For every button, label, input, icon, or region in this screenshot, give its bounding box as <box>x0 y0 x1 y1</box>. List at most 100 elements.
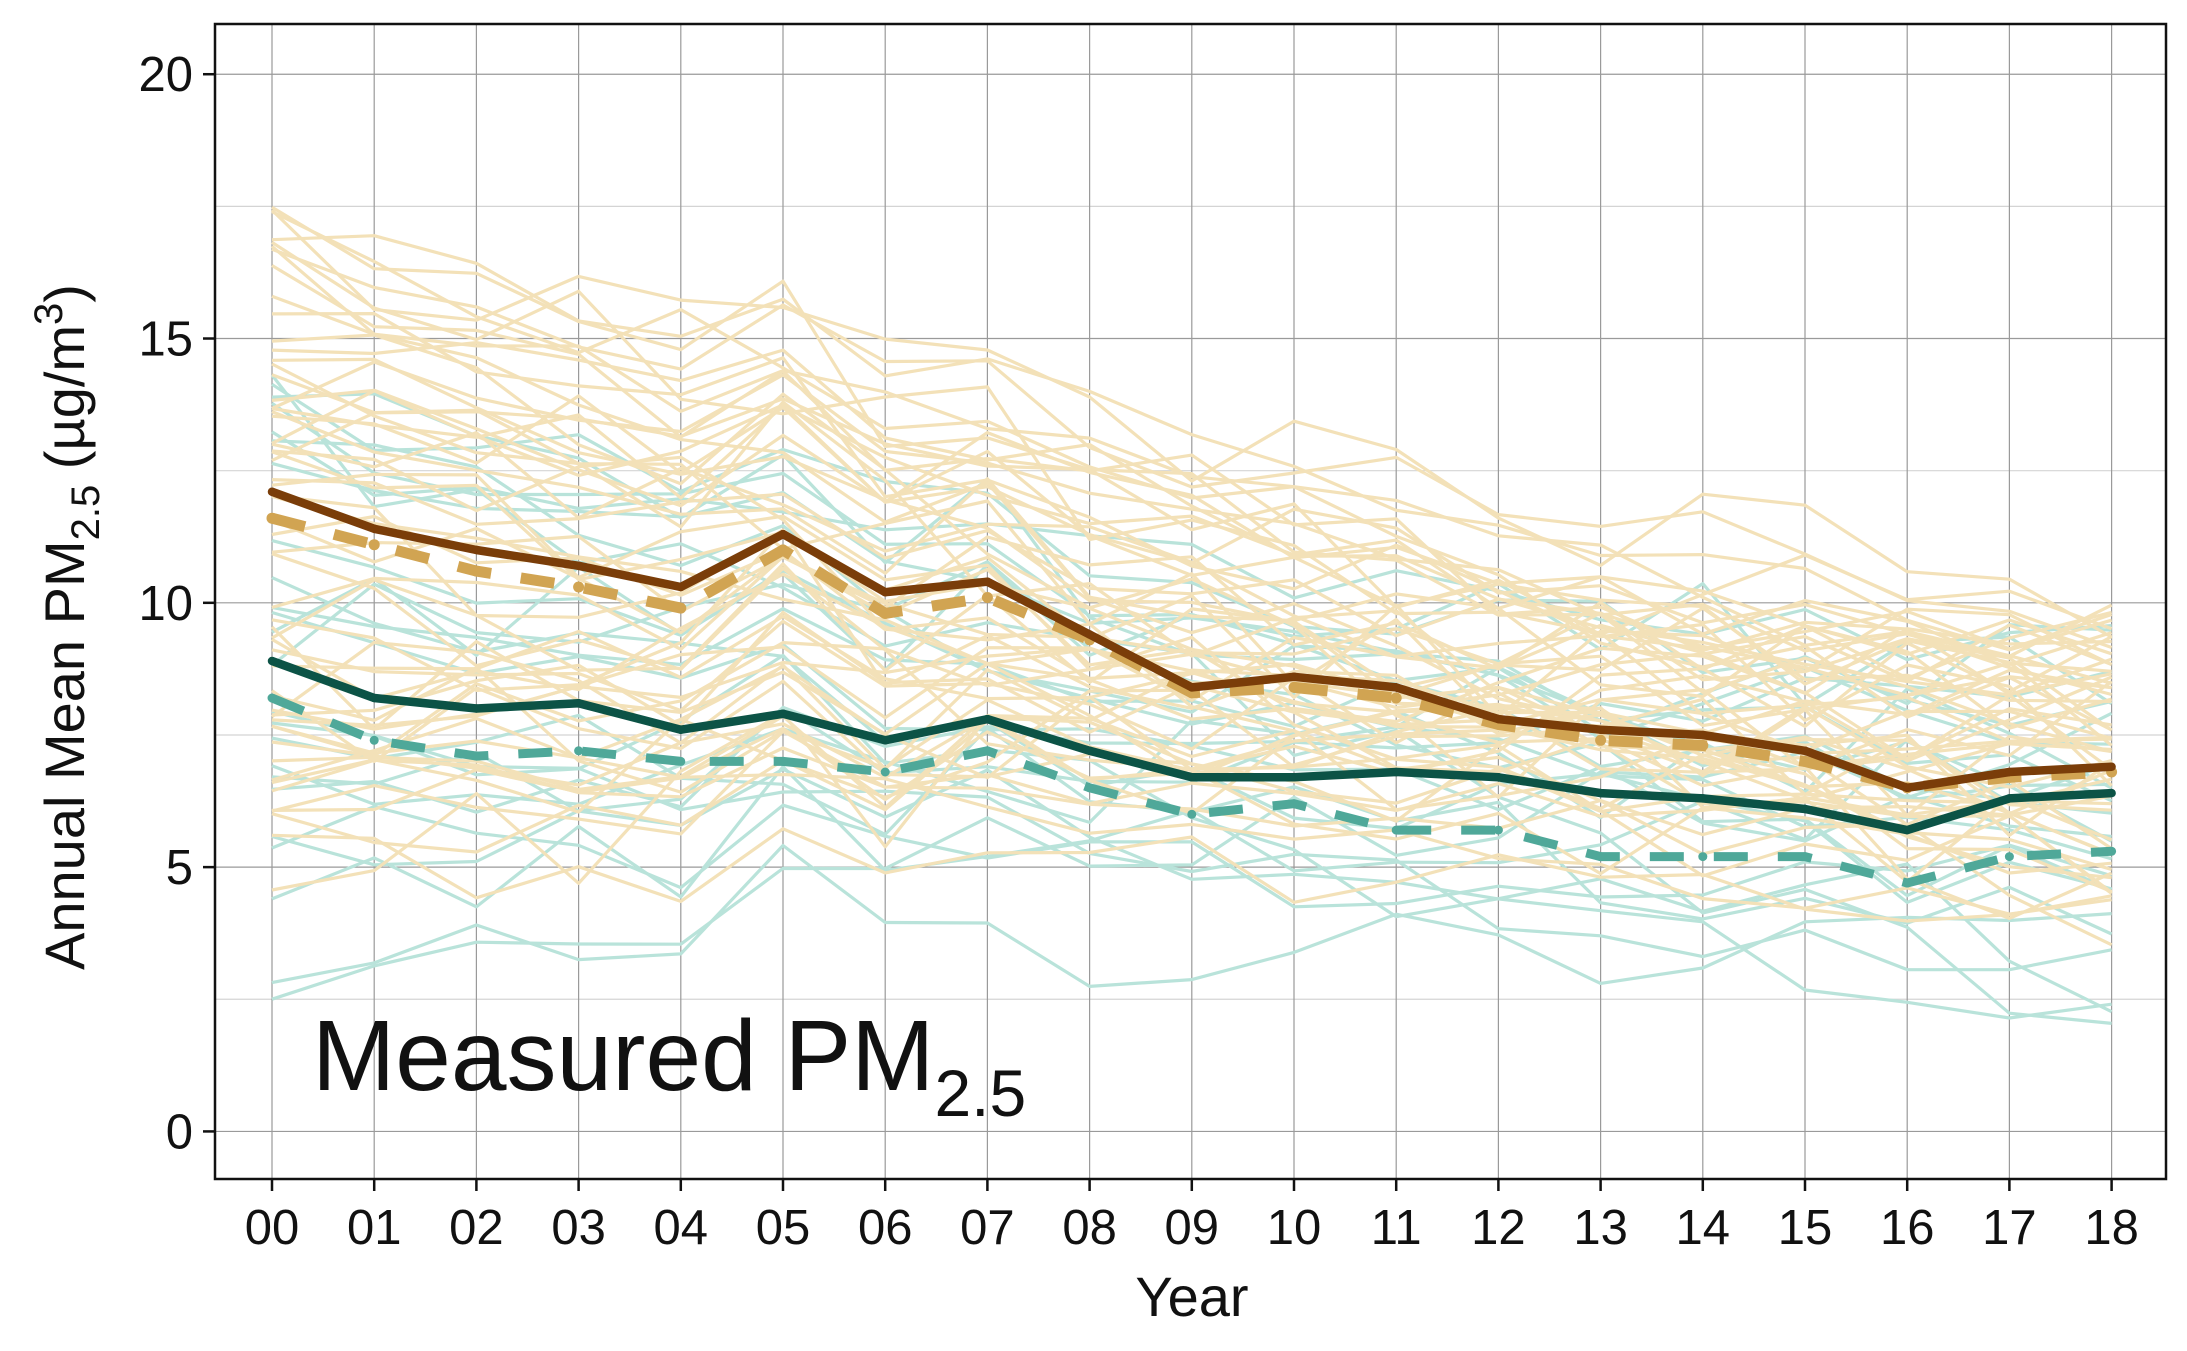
teal-mean-point <box>1391 767 1401 777</box>
teal-dashed-point <box>2004 852 2014 862</box>
measured-pm25-annotation: Measured PM2.5 <box>312 1000 1026 1130</box>
teal-mean-point <box>1085 746 1094 756</box>
brown-mean-point <box>1289 672 1299 682</box>
y-axis-title-subscript: 2.5 <box>64 485 108 541</box>
x-tick-label: 15 <box>1778 1201 1833 1255</box>
teal-dashed-point <box>1800 852 1810 862</box>
teal-mean-point <box>778 709 788 719</box>
teal-mean-point <box>983 714 992 724</box>
site-line <box>271 461 2113 843</box>
x-axis-title: Year <box>1135 1265 1248 1328</box>
teal-dashed-point <box>2107 846 2117 856</box>
site-line <box>271 234 2113 652</box>
brown-dashed-point <box>1595 734 1607 746</box>
y-tick-label: 5 <box>166 841 193 895</box>
site-line <box>271 357 2113 894</box>
teal-mean-point <box>1289 773 1299 782</box>
site-line <box>271 430 2112 662</box>
teal-mean-point <box>472 704 481 713</box>
brown-mean-point <box>983 577 992 586</box>
teal-mean-point <box>2005 794 2014 803</box>
site-line <box>271 478 2112 698</box>
x-tick-label: 08 <box>1062 1201 1117 1255</box>
teal-mean-point <box>1187 773 1197 782</box>
x-tick-label: 07 <box>960 1201 1015 1255</box>
teal-mean-point <box>369 693 379 703</box>
teal-dashed-point <box>471 751 481 761</box>
brown-dashed-point <box>368 539 380 551</box>
site-line <box>271 640 2113 895</box>
brown-mean-point <box>2107 762 2116 771</box>
teal-mean-point <box>1596 788 1605 798</box>
brown-dashed-point <box>1697 740 1709 751</box>
brown-mean-point <box>2005 767 2014 777</box>
plot-frame <box>213 22 2168 1181</box>
teal-dashed-point <box>369 735 379 745</box>
teal-dashed-point <box>574 746 584 756</box>
brown-mean-point <box>1391 683 1401 692</box>
y-axis-title: Annual Mean PM2.5 (µg/m3) <box>27 284 108 970</box>
teal-dashed-point <box>982 746 992 756</box>
y-tick-label: 0 <box>166 1105 193 1159</box>
site-line <box>271 619 2113 789</box>
teal-dashed-point <box>1187 809 1197 819</box>
teal-dashed-point <box>1289 799 1299 809</box>
y-axis-title-main: Annual Mean PM <box>33 540 96 970</box>
teal-dashed-point <box>1493 825 1503 835</box>
site-line <box>271 404 2113 667</box>
site-line <box>271 472 2113 857</box>
y-axis-title-close: ) <box>33 284 96 303</box>
x-tick-label: 13 <box>1573 1201 1628 1255</box>
x-tick-label: 14 <box>1676 1201 1731 1255</box>
teal-dashed-point <box>880 767 890 777</box>
teal-mean-point <box>1902 825 1912 835</box>
x-tick-label: 03 <box>551 1201 606 1255</box>
teal-mean-point <box>574 699 583 708</box>
y-axis-title-superscript: 3 <box>27 303 71 325</box>
brown-dashed-point <box>1799 755 1811 767</box>
mean-lines <box>266 487 2118 888</box>
x-tick-label: 09 <box>1165 1201 1220 1255</box>
x-tick-label: 06 <box>858 1201 913 1255</box>
site-lines <box>270 205 2113 1025</box>
site-line <box>271 494 2113 884</box>
brown-dashed-point <box>1390 692 1402 704</box>
site-line <box>271 534 2112 680</box>
teal-mean-point <box>676 725 686 734</box>
site-line <box>271 827 2112 923</box>
brown-dashed-point <box>573 581 585 593</box>
teal-mean-point <box>2107 788 2116 798</box>
teal-dashed-point <box>1596 852 1606 862</box>
site-line <box>271 663 2112 787</box>
site-line <box>271 210 2113 685</box>
y-tick-label: 20 <box>138 48 193 102</box>
brown-mean-point <box>778 529 788 539</box>
brown-dashed-point <box>777 544 789 556</box>
annotation-subscript: 2.5 <box>934 1056 1026 1130</box>
x-tick-label: 05 <box>756 1201 811 1255</box>
site-line <box>271 555 2112 728</box>
teal-dashed-point <box>778 756 788 766</box>
site-line <box>271 803 2113 909</box>
annotation-text: Measured PM <box>312 1000 934 1112</box>
brown-dashed-point <box>675 602 687 614</box>
brown-mean-point <box>1187 683 1197 692</box>
site-line <box>271 312 2113 787</box>
teal-mean-point <box>267 656 277 666</box>
x-tick-label: 01 <box>347 1201 402 1255</box>
site-line <box>271 562 2112 704</box>
brown-mean-point <box>880 587 890 597</box>
site-line <box>271 294 2113 872</box>
y-axis-title-unit: (µg/m <box>33 325 96 485</box>
site-line <box>271 360 2113 697</box>
brown-mean-point <box>472 545 481 555</box>
x-tick-label: 17 <box>1982 1201 2037 1255</box>
x-tick-label: 00 <box>245 1201 300 1255</box>
x-tick-label: 04 <box>654 1201 709 1255</box>
teal-dashed-point <box>1902 878 1912 888</box>
site-line <box>271 843 2112 989</box>
teal-dashed-point <box>676 756 686 766</box>
brown-mean-point <box>676 582 686 592</box>
